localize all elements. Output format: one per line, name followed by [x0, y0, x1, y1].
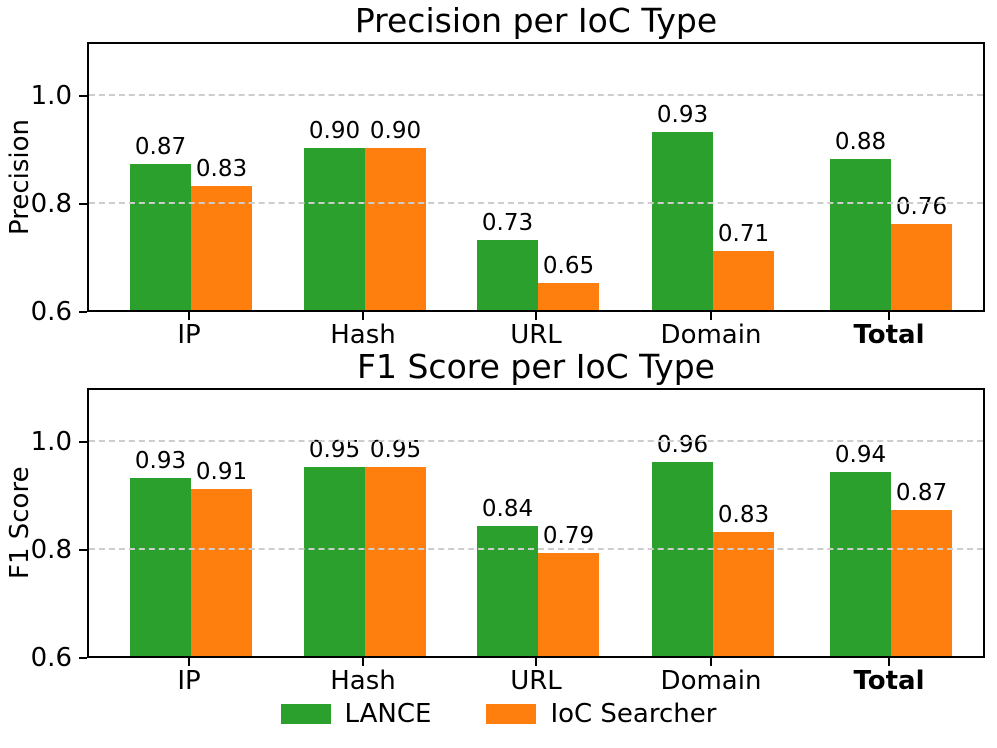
x-tick-label: Domain — [660, 320, 762, 350]
ioc-searcher-color-swatch — [486, 704, 537, 724]
bar — [130, 477, 191, 656]
y-axis-ticks: 0.6 0.8 1.0 — [0, 42, 87, 327]
bar-value-label: 0.91 — [195, 458, 248, 485]
y-tick-label: 0.8 — [30, 189, 72, 219]
legend-item-lance: LANCE — [280, 699, 432, 729]
bar — [830, 158, 891, 310]
legend-label: IoC Searcher — [550, 699, 717, 729]
bar-value-label: 0.71 — [717, 220, 770, 247]
bar — [365, 467, 426, 656]
bar-value-label: 0.94 — [834, 442, 887, 469]
y-tick-mark — [79, 549, 87, 551]
bar — [477, 239, 538, 310]
x-tick-label: URL — [510, 666, 562, 696]
gridline — [89, 202, 983, 204]
x-tick-mark — [535, 312, 537, 320]
x-tick-label: Total — [853, 666, 925, 696]
bar-value-label: 0.93 — [656, 101, 709, 128]
lance-color-swatch — [280, 704, 331, 724]
y-tick-mark — [79, 441, 87, 443]
x-tick-label: Hash — [330, 666, 396, 696]
gridline — [89, 440, 983, 442]
bar-value-label: 0.83 — [717, 501, 770, 528]
x-tick-mark — [710, 658, 712, 666]
x-tick-mark — [188, 658, 190, 666]
bar-value-label: 0.87 — [134, 134, 187, 161]
y-tick-label: 1.0 — [30, 427, 72, 457]
bar-value-label: 0.88 — [834, 128, 887, 155]
x-tick-label: Total — [853, 320, 925, 350]
bar — [713, 531, 774, 656]
legend-label: LANCE — [344, 699, 432, 729]
bar — [477, 526, 538, 656]
y-tick-label: 0.8 — [30, 535, 72, 565]
x-axis-ticks: IP Hash URL Domain Total — [87, 658, 985, 696]
x-tick-mark — [535, 658, 537, 666]
x-tick-mark — [362, 312, 364, 320]
bar — [891, 510, 952, 656]
plot-area: 0.87 0.90 0.73 0.93 0.88 0.83 0.90 0.65 0.71 0.76 — [87, 42, 985, 312]
bar-value-label: 0.76 — [895, 193, 948, 220]
gridline — [89, 94, 983, 96]
bar — [538, 553, 599, 656]
y-axis-ticks: 0.6 0.8 1.0 — [0, 388, 87, 673]
x-tick-label: IP — [177, 666, 201, 696]
x-tick-mark — [888, 312, 890, 320]
bar-value-label: 0.65 — [542, 253, 595, 279]
legend: LANCE IoC Searcher — [0, 699, 997, 729]
bar-value-label: 0.83 — [195, 155, 248, 182]
plot-area: 0.93 0.95 0.84 0.96 0.94 0.91 0.95 0.79 0.83 0.87 — [87, 388, 985, 658]
bar — [891, 223, 952, 310]
bar — [304, 467, 365, 656]
chart-title: F1 Score per IoC Type — [357, 347, 715, 386]
bar-value-label: 0.90 — [369, 118, 422, 144]
x-tick-mark — [710, 312, 712, 320]
chart-title: Precision per IoC Type — [354, 1, 718, 40]
x-tick-mark — [188, 312, 190, 320]
bar — [713, 250, 774, 310]
y-tick-mark — [79, 657, 87, 659]
bar — [652, 461, 713, 656]
x-tick-label: URL — [510, 320, 562, 350]
x-tick-mark — [888, 658, 890, 666]
y-tick-mark — [79, 203, 87, 205]
x-tick-label: Domain — [660, 666, 762, 696]
bar-value-label: 0.93 — [134, 447, 187, 474]
bar-value-label: 0.96 — [656, 431, 709, 458]
legend-item-ioc-searcher: IoC Searcher — [486, 699, 716, 729]
x-axis-ticks: IP Hash URL Domain Total — [87, 312, 985, 350]
bar — [538, 283, 599, 310]
bar — [304, 148, 365, 310]
bar-value-label: 0.87 — [895, 480, 948, 507]
bar — [191, 185, 252, 310]
x-tick-mark — [362, 658, 364, 666]
y-tick-mark — [79, 95, 87, 97]
bar — [365, 148, 426, 310]
bar-value-label: 0.90 — [308, 118, 361, 144]
bar — [652, 131, 713, 310]
y-tick-mark — [79, 311, 87, 313]
y-tick-label: 0.6 — [30, 297, 72, 327]
f1-score-chart: F1 Score per IoC Type F1 Score 0.6 0.8 1.0… — [0, 346, 997, 696]
bar — [191, 488, 252, 656]
y-tick-label: 0.6 — [30, 643, 72, 673]
x-tick-label: IP — [177, 320, 201, 350]
gridline — [89, 548, 983, 550]
x-tick-label: Hash — [330, 320, 396, 350]
bar-value-label: 0.79 — [542, 523, 595, 550]
bar-value-label: 0.84 — [481, 496, 534, 523]
y-tick-label: 1.0 — [30, 81, 72, 111]
bar-value-label: 0.73 — [481, 209, 534, 236]
precision-chart: Precision per IoC Type Precision 0.6 0.8 1… — [0, 0, 997, 350]
bar — [130, 164, 191, 310]
bar — [830, 472, 891, 656]
